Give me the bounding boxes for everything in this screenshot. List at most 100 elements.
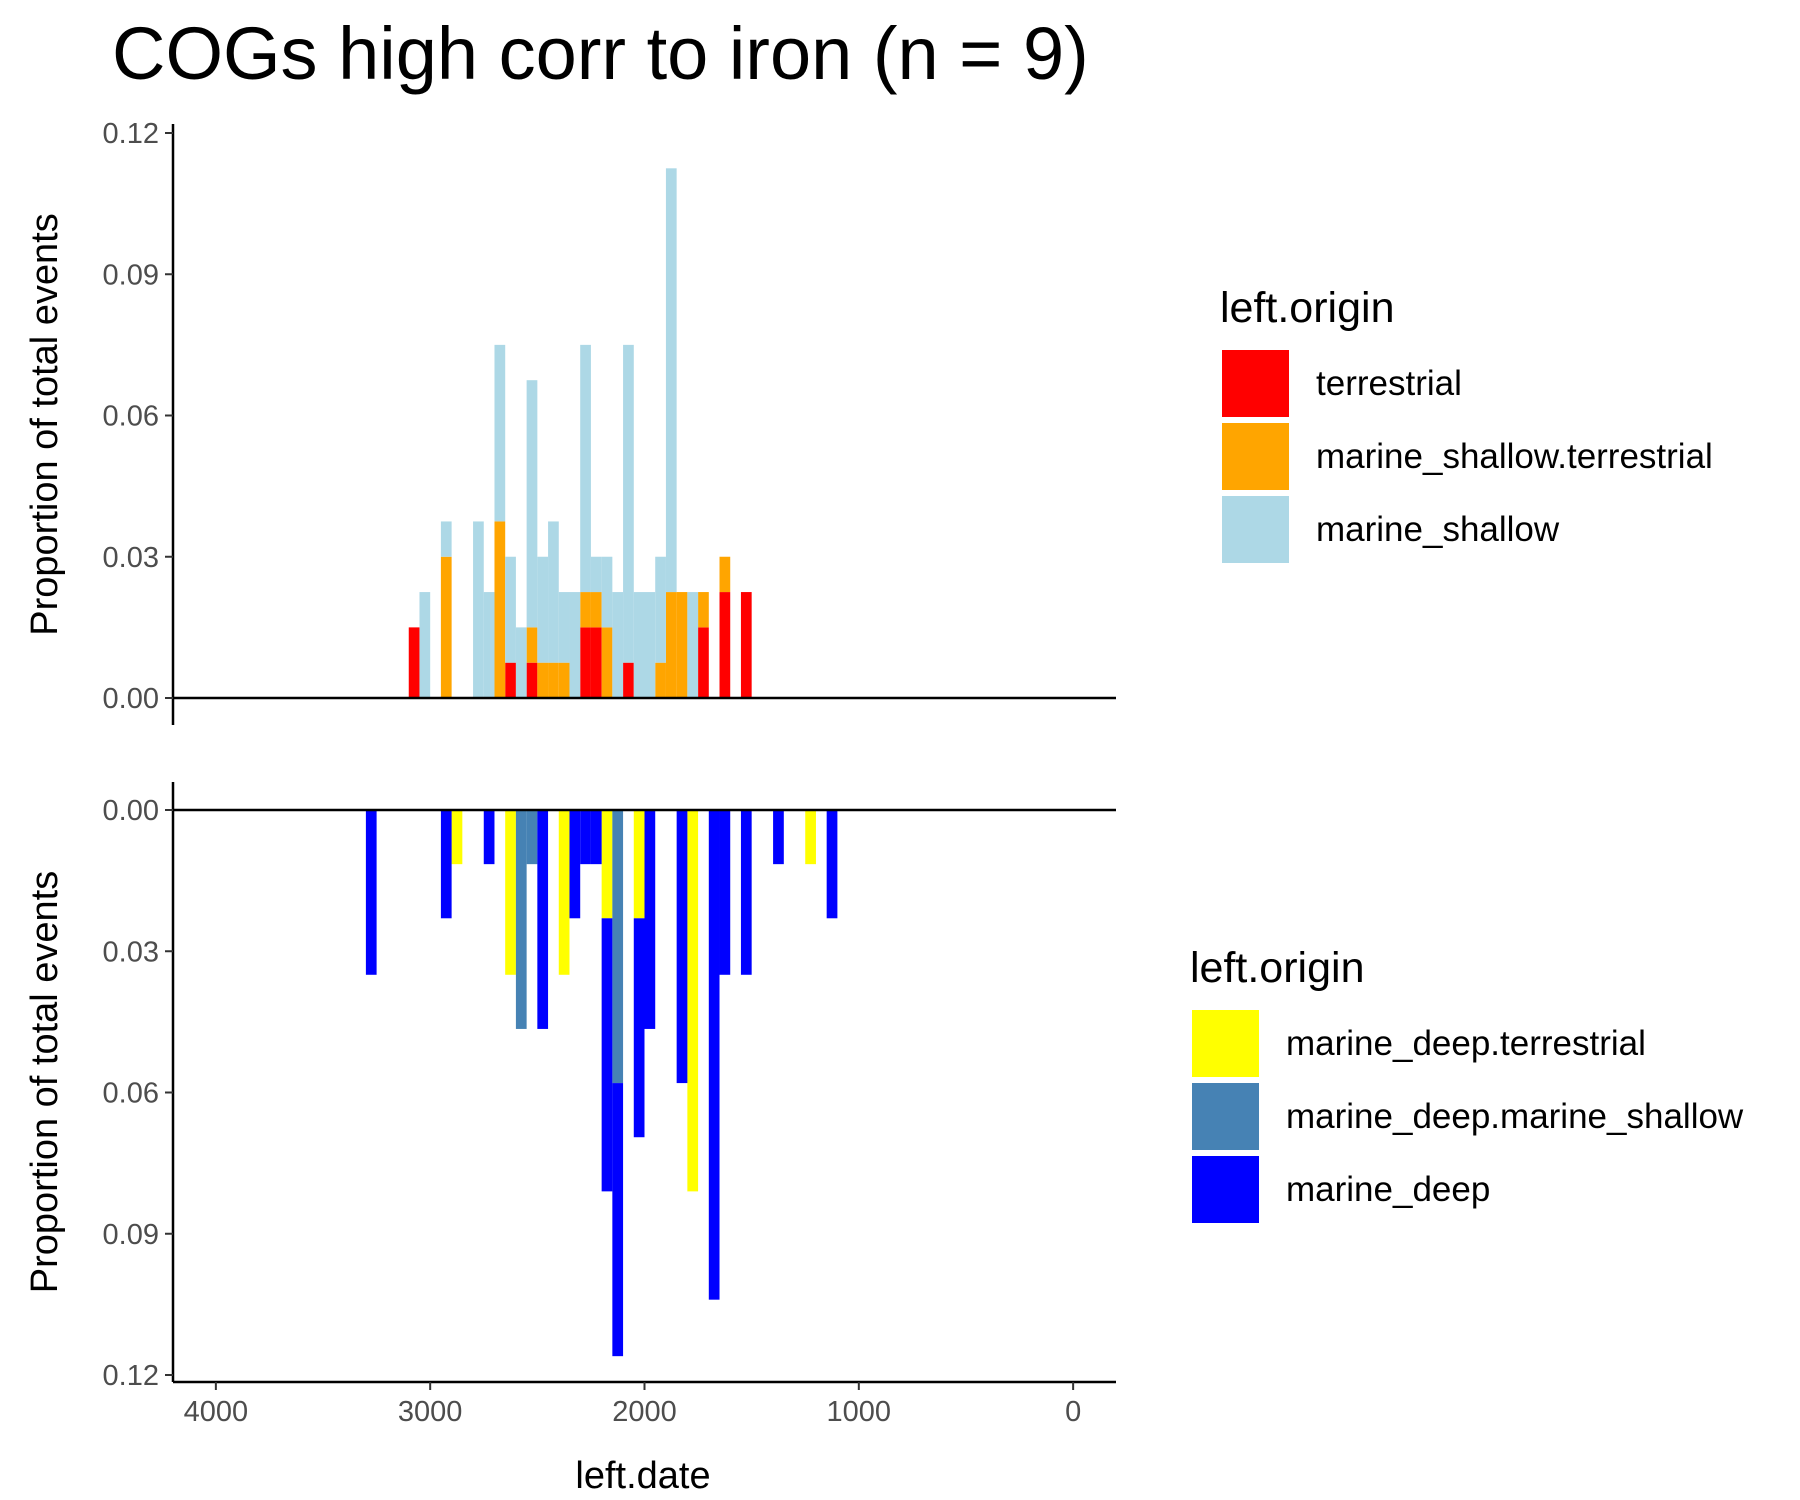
y-axis-title: Proportion of total events (24, 213, 66, 635)
upper-legend: left.origin terrestrial marine_shallow.ter… (1220, 284, 1713, 563)
bar-marine_deep.marine_shallow-2575 (515, 810, 527, 1029)
lower-panel: 0.00 0.03 0.06 0.09 0.12 Proportion of total … (24, 782, 1116, 1392)
x-tick-label: 3000 (398, 1396, 463, 1428)
y-tick-label: 0.09 (103, 1219, 159, 1251)
bar-marine_deep.terrestrial-1775 (687, 810, 699, 1192)
bar-marine_shallow.terrestrial-2925 (440, 556, 452, 698)
y-tick-label: 0.00 (103, 795, 159, 827)
bar-marine_shallow-2075 (623, 344, 634, 663)
legend-title: left.origin (1220, 284, 1394, 332)
legend-label: marine_deep.marine_shallow (1286, 1097, 1744, 1136)
lower-legend: left.origin marine_deep.terrestrialmarine… (1190, 944, 1744, 1223)
bar-marine_deep-1825 (676, 810, 688, 1084)
bar-marine_shallow.terrestrial-1825 (676, 592, 688, 698)
bar-marine_deep.marine_shallow-2125 (612, 810, 624, 1084)
bar-marine_shallow-2425 (548, 521, 559, 663)
x-tick-label: 1000 (827, 1396, 892, 1428)
bar-marine_shallow.terrestrial-1625 (719, 556, 731, 593)
bar-marine_shallow-2775 (473, 521, 484, 698)
bar-terrestrial-2275 (580, 627, 591, 699)
bar-terrestrial-1525 (740, 592, 752, 698)
bar-marine_deep-1525 (740, 810, 752, 975)
x-axis-title: left.date (575, 1455, 710, 1497)
legend-label: marine_deep (1286, 1170, 1490, 1209)
bar-marine_deep-2175 (601, 918, 613, 1192)
y-tick-label: 0.09 (103, 259, 159, 291)
bar-marine_shallow-2725 (483, 592, 495, 698)
legend-key-marine_deep.terrestrial (1192, 1010, 1259, 1077)
bar-marine_deep.terrestrial-2175 (601, 810, 613, 919)
bar-marine_deep-1125 (826, 810, 838, 919)
bar-marine_shallow.terrestrial-2175 (601, 627, 613, 699)
bar-marine_shallow.terrestrial-2375 (558, 662, 570, 698)
bar-marine_deep.terrestrial-2625 (505, 810, 516, 975)
bar-marine_deep-1375 (773, 810, 784, 865)
bar-marine_deep-2275 (580, 810, 591, 865)
bar-marine_deep.terrestrial-2875 (451, 810, 463, 865)
y-tick-label: 0.03 (103, 936, 159, 968)
y-tick-label: 0.06 (103, 401, 159, 433)
chart-title: COGs high corr to iron (n = 9) (112, 12, 1089, 95)
bar-marine_deep.terrestrial-2375 (558, 810, 570, 975)
legend-key-terrestrial (1222, 350, 1289, 417)
bar-marine_shallow-2525 (526, 380, 538, 628)
bar-terrestrial-2525 (526, 662, 538, 698)
x-tick-label: 0 (1065, 1396, 1081, 1428)
legend-key-marine_shallow.terrestrial (1222, 423, 1289, 490)
y-axis-title: Proportion of total events (24, 871, 66, 1293)
y-tick-label: 0.03 (103, 542, 159, 574)
legend-title: left.origin (1190, 944, 1364, 992)
bar-terrestrial-3075 (408, 627, 420, 699)
bar-marine_shallow-2925 (440, 521, 452, 557)
bar-marine_deep-2325 (569, 810, 581, 919)
y-tick-label: 0.12 (103, 118, 159, 150)
bar-marine_shallow-2225 (590, 556, 602, 593)
y-tick-label: 0.06 (103, 1078, 159, 1110)
bar-marine_deep-1625 (719, 810, 731, 975)
bar-marine_deep-2225 (590, 810, 602, 865)
bar-marine_shallow-2275 (580, 344, 591, 593)
bar-terrestrial-2625 (505, 662, 516, 698)
legend-label: marine_shallow (1316, 510, 1560, 549)
bar-marine_deep.terrestrial-2025 (633, 810, 645, 919)
bar-marine_shallow-2025 (633, 592, 645, 698)
bar-marine_shallow.terrestrial-2425 (548, 662, 559, 698)
bar-terrestrial-1725 (698, 627, 709, 699)
bar-marine_shallow.terrestrial-2675 (494, 521, 506, 698)
y-tick-label: 0.12 (103, 1360, 159, 1392)
bar-marine_shallow.terrestrial-2475 (537, 662, 549, 698)
x-axis: 4000 3000 2000 1000 0 (173, 1380, 1116, 1428)
x-tick-label: 4000 (184, 1396, 249, 1428)
legend-label: marine_deep.terrestrial (1286, 1024, 1646, 1063)
bar-marine_deep-2025 (633, 918, 645, 1138)
bar-marine_shallow-2475 (537, 556, 549, 663)
legend-label: marine_shallow.terrestrial (1316, 437, 1713, 476)
x-tick-label: 2000 (612, 1396, 677, 1428)
y-tick-label: 0.00 (103, 683, 159, 715)
upper-panel: 0.00 0.03 0.06 0.09 0.12 Proportion of total … (24, 118, 1116, 725)
bar-terrestrial-2075 (623, 662, 634, 698)
bar-terrestrial-2225 (590, 627, 602, 699)
bar-marine_deep.marine_shallow-2525 (526, 810, 538, 865)
bar-marine_shallow-2325 (569, 592, 581, 698)
bar-marine_deep-1675 (708, 810, 720, 1300)
bar-marine_deep-2725 (483, 810, 495, 865)
bar-marine_shallow-1875 (665, 168, 677, 593)
bar-marine_shallow.terrestrial-1725 (698, 592, 709, 628)
bar-marine_deep-3275 (365, 810, 377, 975)
bar-marine_deep-2475 (537, 810, 549, 1029)
legend-key-marine_deep (1192, 1156, 1259, 1223)
bar-marine_shallow.terrestrial-1875 (665, 592, 677, 698)
bar-terrestrial-1625 (719, 592, 731, 698)
legend-label: terrestrial (1316, 364, 1462, 403)
legend-key-marine_shallow (1222, 496, 1289, 563)
bar-marine_shallow.terrestrial-2225 (590, 592, 602, 628)
bar-marine_shallow-2125 (612, 592, 624, 698)
bar-marine_deep-1975 (644, 810, 656, 1029)
bar-marine_shallow-2575 (515, 627, 527, 699)
bar-marine_deep.terrestrial-1225 (805, 810, 816, 865)
bar-marine_shallow.terrestrial-2275 (580, 592, 591, 628)
bar-marine_shallow.terrestrial-2525 (526, 627, 538, 663)
bar-marine_shallow-2625 (505, 556, 516, 663)
